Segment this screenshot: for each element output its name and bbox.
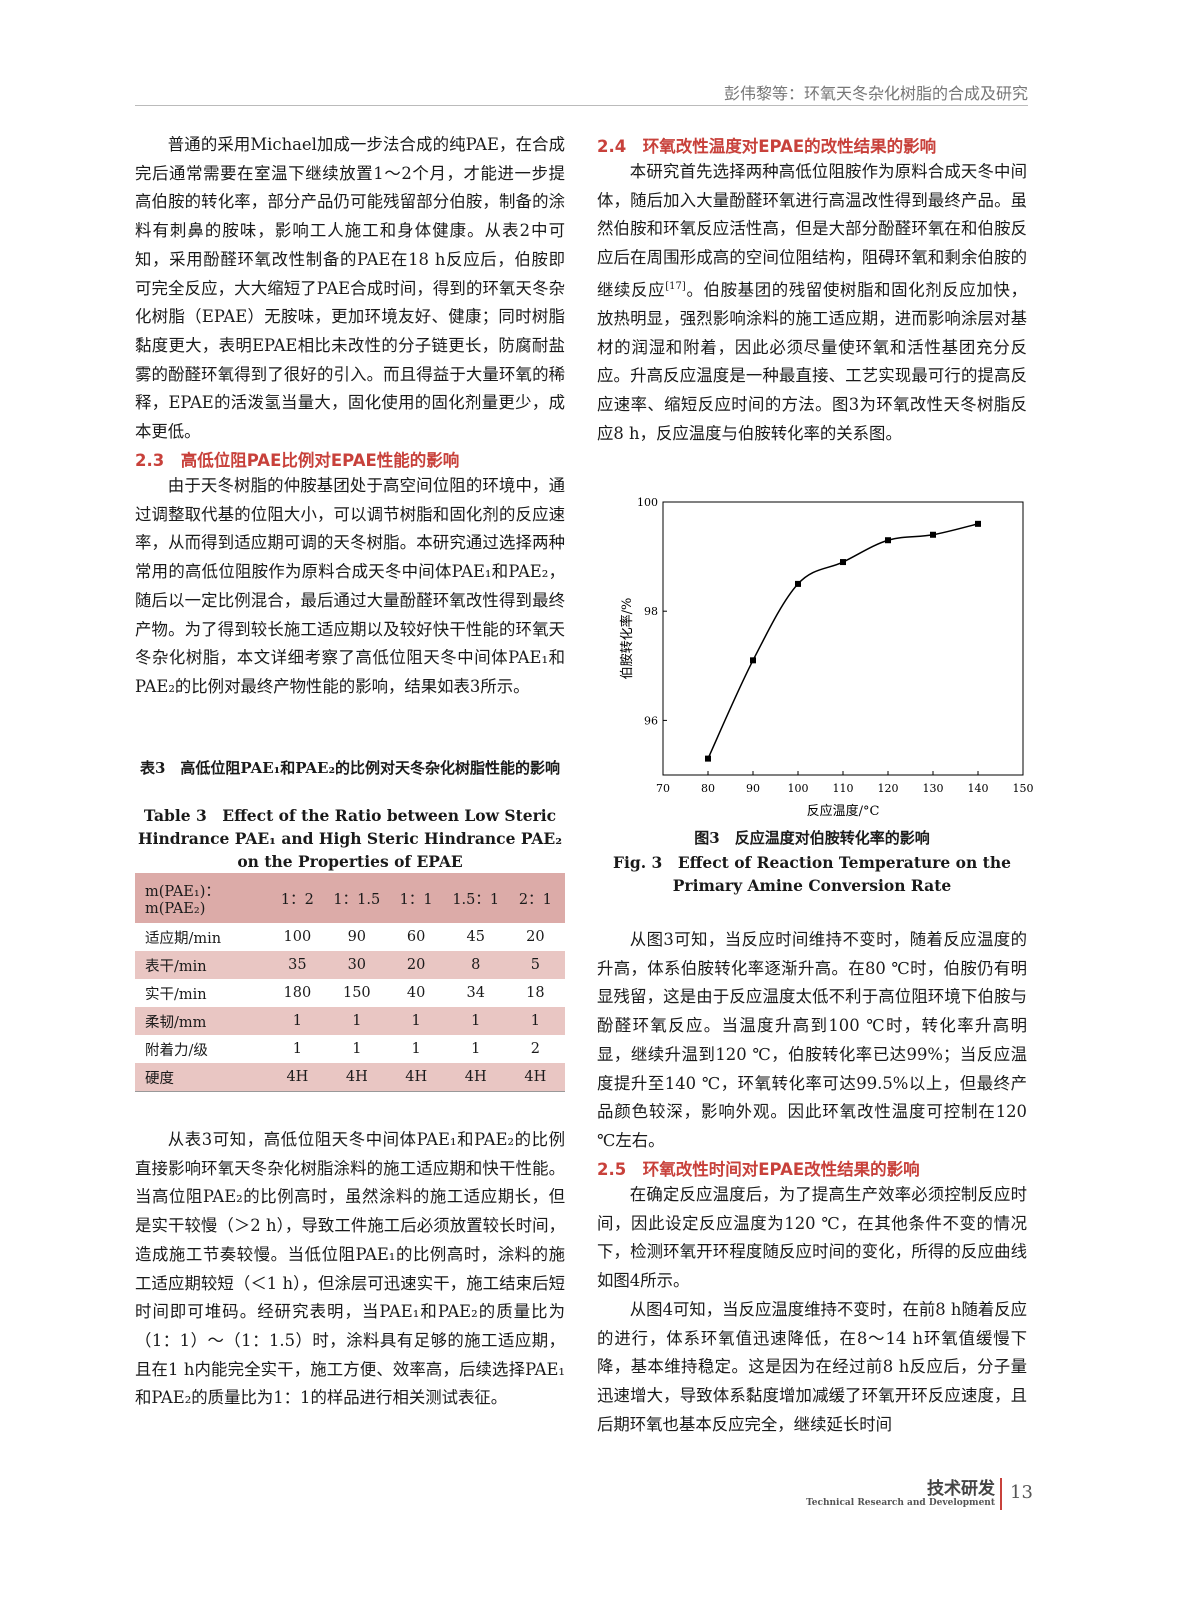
x-tick-label: 90 xyxy=(746,782,760,795)
table: m(PAE₁)：m(PAE₂) 1：2 1：1.5 1：1 1.5：1 2：1 适应期/mi… xyxy=(135,873,565,1092)
table-cell: 1 xyxy=(327,1007,387,1035)
marker xyxy=(750,657,756,664)
paragraph: 从表3可知，高低位阻天冬中间体PAE₁和PAE₂的比例直接影响环氧天冬杂化树脂涂… xyxy=(135,1130,565,1408)
y-axis-label: 伯胺转化率/% xyxy=(619,598,635,680)
table-cell: 18 xyxy=(526,985,545,1001)
x-tick-label: 120 xyxy=(878,782,899,795)
marker xyxy=(975,520,981,527)
chart: 70 80 90 100 110 120 130 140 150 96 98 100 反应温度/°C 伯胺… xyxy=(619,496,1034,819)
plot-frame xyxy=(662,501,1024,776)
table-cell: 34 xyxy=(466,985,485,1001)
table-cell: 40 xyxy=(406,985,426,1001)
table-cell: 20 xyxy=(386,951,446,979)
y-tick-label: 100 xyxy=(637,496,658,509)
table-row: 附着力/级 1 1 1 1 2 xyxy=(135,1035,565,1063)
x-tick-label: 100 xyxy=(788,782,809,795)
table-row: 柔韧/mm 1 1 1 1 1 xyxy=(135,1007,565,1035)
table-caption: 表3 高低位阻PAE₁和PAE₂的比例对天冬杂化树脂性能的影响 xyxy=(139,759,561,777)
marker xyxy=(930,531,936,538)
table-cell: 1：1 xyxy=(386,873,446,923)
marker xyxy=(705,755,711,762)
footer-section-en: Technical Research and Development xyxy=(806,1498,995,1508)
table-cell: 4H xyxy=(327,1063,387,1092)
table-cell: 1：2 xyxy=(267,873,328,923)
table-cell: 硬度 xyxy=(135,1063,268,1092)
table-cell: 60 xyxy=(406,929,426,945)
table-row: m(PAE₁)：m(PAE₂) 1：2 1：1.5 1：1 1.5：1 2：1 xyxy=(135,873,565,923)
x-tick-label: 140 xyxy=(968,782,989,795)
table-cell: 30 xyxy=(327,951,387,979)
table-cell: 实干/min xyxy=(145,986,207,1003)
paragraph: 本研究首先选择两种高低位阻胺作为原料合成天冬中间体，随后加入大量酚醛环氧进行高温… xyxy=(597,158,1027,449)
paragraph: 普通的采用Michael加成一步法合成的纯PAE，在合成完后通常需要在室温下继续… xyxy=(135,135,565,442)
footer-divider xyxy=(1000,1478,1002,1510)
table-cell: 1 xyxy=(411,1041,421,1057)
marker xyxy=(840,559,846,566)
x-tick-label: 130 xyxy=(923,782,944,795)
page-number: 13 xyxy=(1010,1482,1033,1503)
table-cell: 4H xyxy=(505,1063,565,1092)
table-cell: 150 xyxy=(342,985,371,1001)
table-row: 表干/min 35 30 20 8 5 xyxy=(135,951,565,979)
paragraph: 从图4可知，当反应温度维持不变时，在前8 h随着反应的进行，体系环氧值迅速降低，… xyxy=(597,1300,1028,1434)
table-cell: 1 xyxy=(445,1007,506,1035)
table-cell: 4H xyxy=(386,1063,446,1092)
table-caption-en: Table 3 Effect of the Ratio between Low … xyxy=(137,806,563,871)
table-cell: 180 xyxy=(283,985,312,1001)
table-cell: 2：1 xyxy=(505,873,565,923)
table-cell: 8 xyxy=(445,951,506,979)
table-cell: 1 xyxy=(471,1041,481,1057)
table-cell: 柔韧/mm xyxy=(135,1007,268,1035)
table-cell: 表干/min xyxy=(135,951,268,979)
figure-caption-en: Fig. 3 Effect of Reaction Temperature on… xyxy=(613,853,1011,895)
section-heading: 2.4 环氧改性温度对EPAE的改性结果的影响 xyxy=(597,137,937,156)
table-cell: 100 xyxy=(283,929,312,945)
table-cell: 5 xyxy=(505,951,565,979)
running-title: 彭伟黎等：环氧天冬杂化树脂的合成及研究 xyxy=(723,84,1028,103)
x-tick-label: 110 xyxy=(833,782,854,795)
table-cell: 1 xyxy=(267,1007,328,1035)
paragraph: 在确定反应温度后，为了提高生产效率必须控制反应时间，因此设定反应温度为120 ℃… xyxy=(597,1185,1027,1291)
text: 。伯胺基团的残留使树脂和固化剂反应加快，放热明显，强烈影响涂料的施工适应期，进而… xyxy=(597,280,1028,443)
table-cell: m(PAE₁)：m(PAE₂) xyxy=(135,873,268,923)
section-heading: 2.3 高低位阻PAE比例对EPAE性能的影响 xyxy=(135,451,460,470)
table-row: 适应期/min 100 90 60 45 20 xyxy=(135,923,565,951)
table-cell: 1 xyxy=(292,1041,302,1057)
y-tick-label: 96 xyxy=(644,714,658,727)
x-tick-label: 80 xyxy=(701,782,715,795)
table-cell: 35 xyxy=(267,951,328,979)
table-cell: 适应期/min xyxy=(145,930,222,947)
x-tick-label: 150 xyxy=(1013,782,1034,795)
table-cell: 4H xyxy=(445,1063,506,1092)
table-cell: 20 xyxy=(526,929,545,945)
text: 本研究首先选择两种高低位阻胺作为原料合成天冬中间体，随后加入大量酚醛环氧进行高温… xyxy=(597,162,1027,300)
table-cell: 4H xyxy=(267,1063,328,1092)
table-cell: 1 xyxy=(352,1041,362,1057)
paragraph: 由于天冬树脂的仲胺基团处于高空间位阻的环境中，通过调整取代基的位阻大小，可以调节… xyxy=(135,476,565,696)
marker xyxy=(795,580,801,587)
table-cell: 2 xyxy=(530,1041,540,1057)
figure-caption: 图3 反应温度对伯胺转化率的影响 xyxy=(694,829,930,847)
x-axis-label: 反应温度/°C xyxy=(807,803,880,819)
header-rule xyxy=(135,105,1028,106)
footer-section: 技术研发 xyxy=(927,1479,995,1499)
table-cell: 1 xyxy=(505,1007,565,1035)
table-cell: 1：1.5 xyxy=(327,873,387,923)
table-row: 硬度 4H 4H 4H 4H 4H xyxy=(135,1063,565,1092)
table-cell: 1 xyxy=(386,1007,446,1035)
table-cell: 90 xyxy=(347,929,367,945)
y-tick-label: 98 xyxy=(644,605,658,618)
citation: [17] xyxy=(665,280,686,292)
line xyxy=(707,523,979,759)
table-row: 实干/min 180 150 40 34 18 xyxy=(135,979,565,1007)
table-cell: 附着力/级 xyxy=(145,1042,208,1059)
table-cell: 1.5：1 xyxy=(445,873,506,923)
table-cell: 45 xyxy=(466,929,485,945)
x-tick-label: 70 xyxy=(656,782,670,795)
section-heading: 2.5 环氧改性时间对EPAE改性结果的影响 xyxy=(597,1160,920,1179)
marker xyxy=(885,537,891,544)
paragraph: 从图3可知，当反应时间维持不变时，随着反应温度的升高，体系伯胺转化率逐渐升高。在… xyxy=(597,930,1027,1150)
